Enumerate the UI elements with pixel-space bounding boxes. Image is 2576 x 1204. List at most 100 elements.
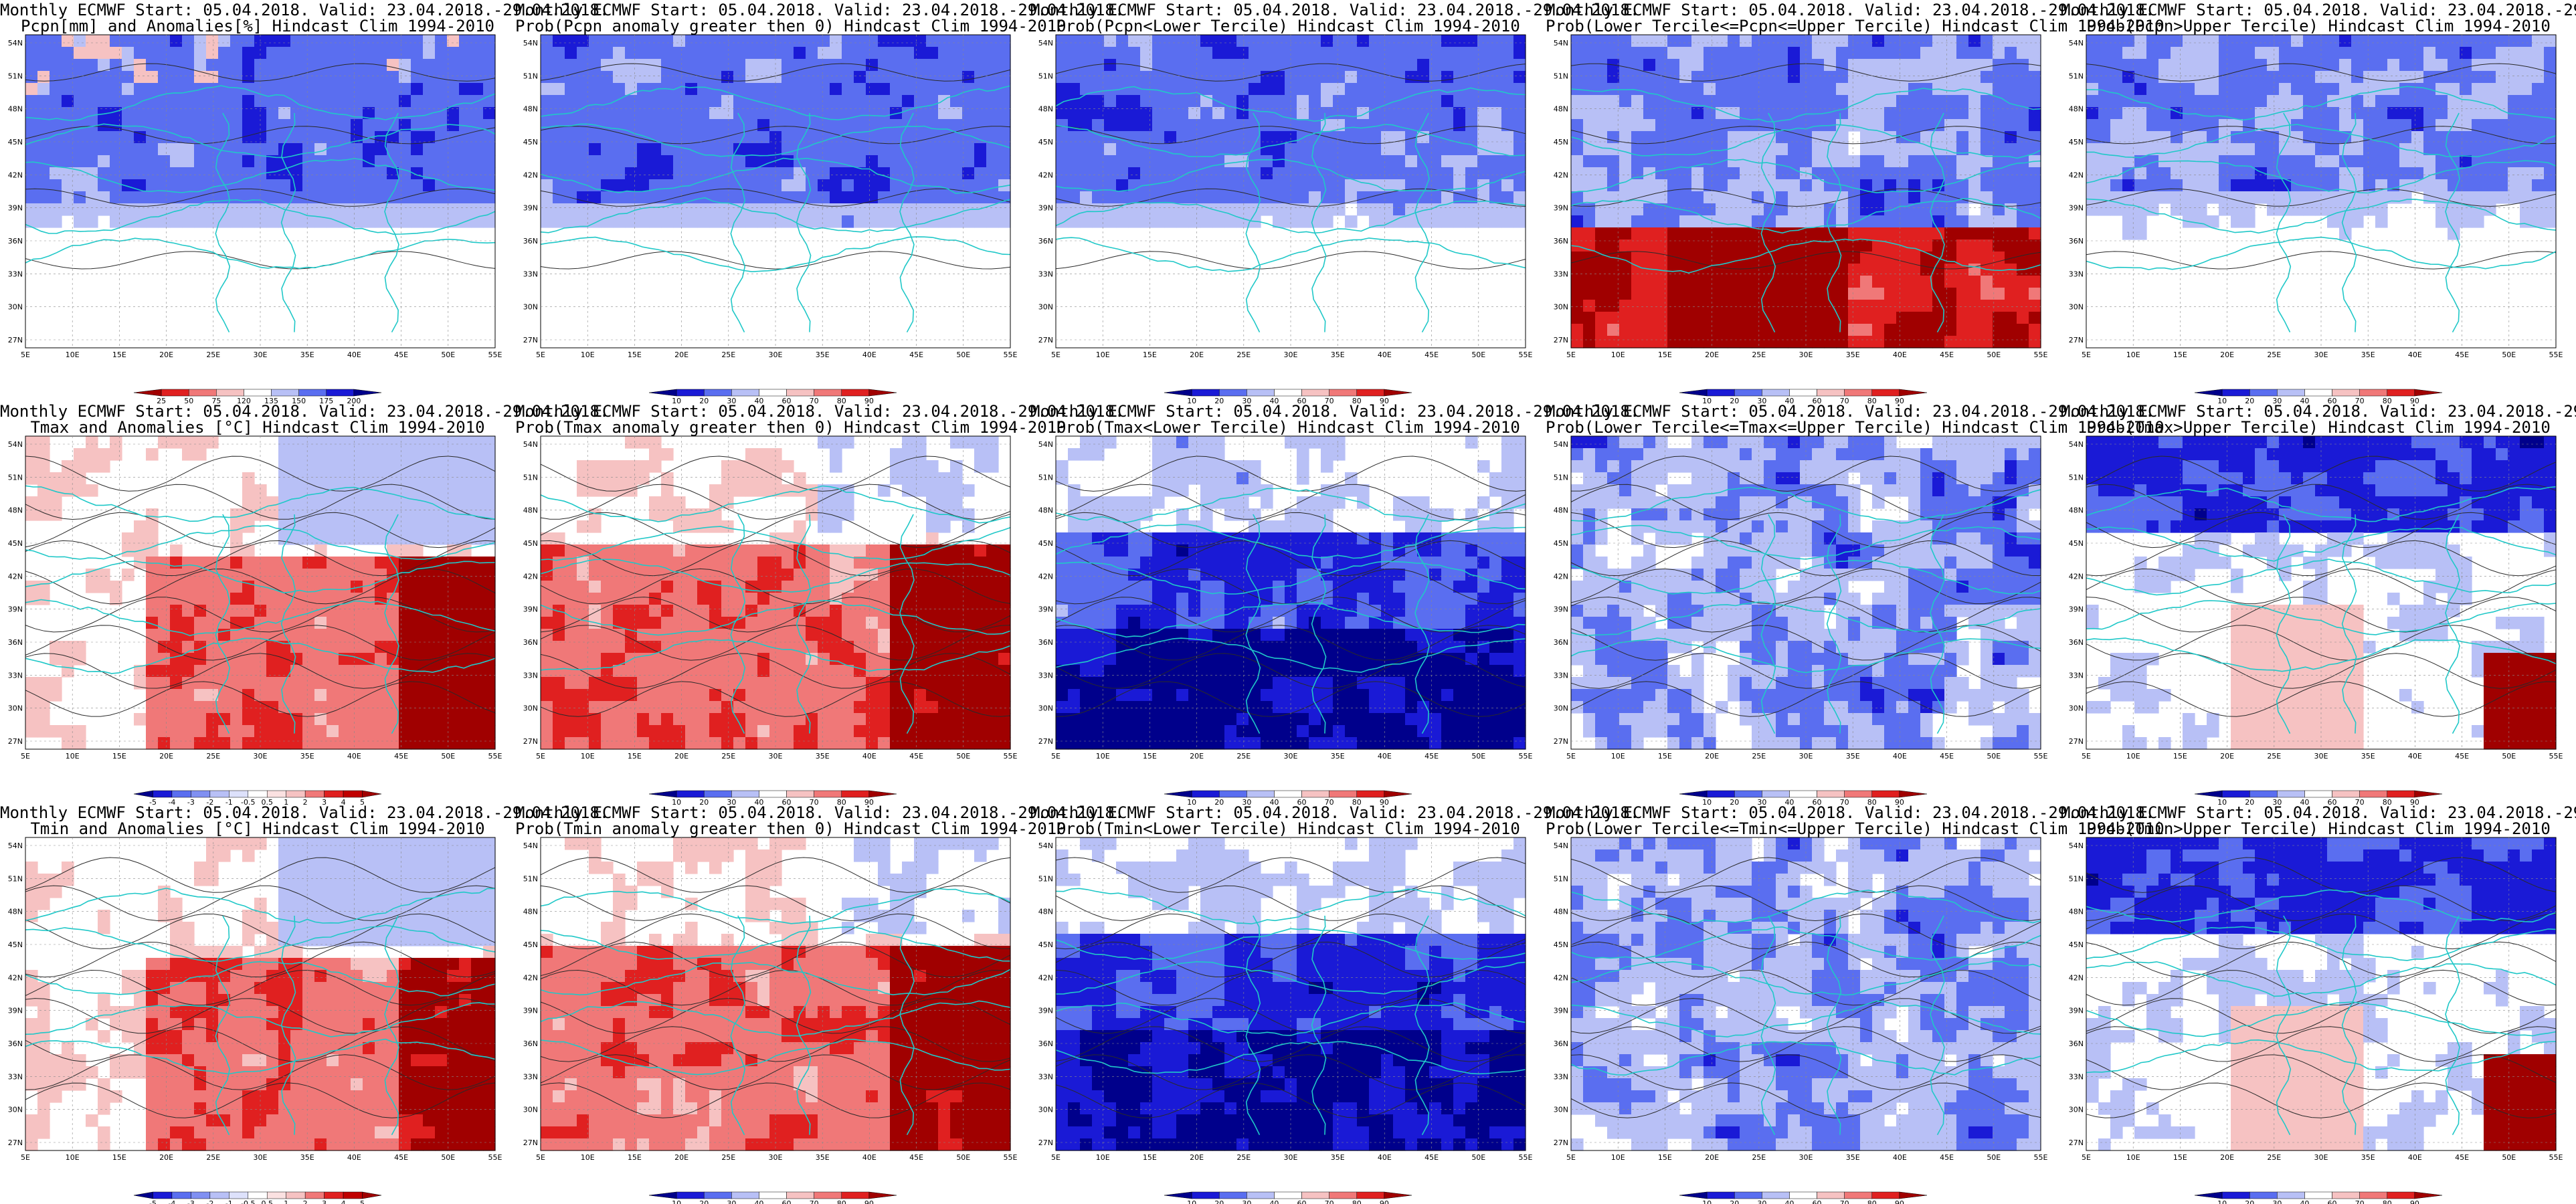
- graticule: [1056, 35, 1526, 348]
- panel-title-line2: Prob(Tmin<Lower Tercile) Hindcast Clim 1…: [1056, 819, 1520, 838]
- lon-tick-label: 20E: [159, 1153, 173, 1162]
- lat-tick-label: 51N: [8, 874, 23, 883]
- lon-tick-label: 30E: [1284, 752, 1298, 761]
- colorbar-label: 20: [699, 397, 709, 405]
- panel-title-line1: Monthly ECMWF Start: 05.04.2018. Valid: …: [1546, 402, 2155, 421]
- lon-tick-label: 25E: [2267, 752, 2281, 761]
- lon-tick-label: 15E: [1658, 1153, 1672, 1162]
- colorbar-label: 70: [1840, 397, 1849, 405]
- colorbar-label: 60: [2328, 397, 2337, 405]
- colorbar-label: 10: [1702, 798, 1712, 807]
- lon-tick-label: 45E: [909, 752, 923, 761]
- colorbar-label: 70: [2355, 798, 2365, 807]
- lon-tick-label: 45E: [1424, 350, 1439, 359]
- colorbar-label: 80: [837, 1199, 846, 1204]
- lon-tick-label: 45E: [2455, 350, 2469, 359]
- colorbar-label: 80: [1352, 798, 1362, 807]
- map-panel-pcpn-prob-upper: 5E 10E 15E 20E 25E 30E 35E 40E 45E 50E 55E 54N 51N 48…: [2061, 0, 2576, 405]
- lon-tick-label: 40E: [1893, 1153, 1907, 1162]
- lon-tick-label: 25E: [1236, 1153, 1251, 1162]
- lon-tick-label: 30E: [1799, 752, 1813, 761]
- colorbar-label: 70: [1840, 1199, 1849, 1204]
- colorbar-label: 80: [1867, 1199, 1877, 1204]
- colorbar-label: -4: [168, 1199, 175, 1204]
- map-panel-pcpn-anom: 5E 10E 15E 20E 25E 30E 35E 40E 45E 50E 55E 54N 51N 48…: [0, 0, 609, 405]
- lat-tick-label: 45N: [1038, 138, 1053, 146]
- lat-tick-label: 27N: [8, 336, 23, 344]
- lat-tick-label: 39N: [1554, 204, 1568, 213]
- panel-title-line1: Monthly ECMWF Start: 05.04.2018. Valid: …: [1030, 402, 1640, 421]
- map-plot: 5E 10E 15E 20E 25E 30E 35E 40E 45E 50E 55E 54N 51N 48…: [1038, 34, 1533, 405]
- lon-tick-label: 40E: [1378, 1153, 1392, 1162]
- lon-tick-label: 5E: [536, 350, 545, 359]
- coastlines: [25, 85, 496, 332]
- lat-tick-label: 33N: [1554, 671, 1568, 680]
- lon-tick-label: 30E: [2314, 752, 2328, 761]
- lat-tick-label: 39N: [2069, 1007, 2084, 1015]
- lat-tick-label: 54N: [2069, 39, 2084, 47]
- lat-tick-label: 27N: [1038, 336, 1053, 344]
- colorbar-label: 30: [2272, 1199, 2282, 1204]
- colorbar-label: 30: [1242, 1199, 1251, 1204]
- colorbar-label: 40: [1269, 798, 1279, 807]
- lon-tick-label: 55E: [1004, 350, 1018, 359]
- map-panel-pcpn-prob-pos: 5E 10E 15E 20E 25E 30E 35E 40E 45E 50E 55E 54N 51N 48…: [515, 0, 1124, 405]
- lon-tick-label: 15E: [1143, 1153, 1157, 1162]
- panel-title-line1: Monthly ECMWF Start: 05.04.2018. Valid: …: [2061, 402, 2576, 421]
- lat-tick-label: 39N: [523, 204, 538, 213]
- lon-tick-label: 45E: [1940, 1153, 1954, 1162]
- map-panel-tmax-prob-upper: 5E 10E 15E 20E 25E 30E 35E 40E 45E 50E 55E 54N 51N 48…: [2061, 401, 2576, 807]
- lat-tick-label: 48N: [8, 908, 23, 916]
- colorbar-label: 0.5: [261, 798, 273, 807]
- lon-tick-label: 30E: [254, 752, 268, 761]
- coastlines: [1055, 488, 1526, 734]
- lat-tick-label: 45N: [2069, 138, 2084, 146]
- panel-title-line1: Monthly ECMWF Start: 05.04.2018. Valid: …: [515, 402, 1125, 421]
- colorbar-label: -4: [168, 798, 175, 807]
- graticule: [25, 35, 495, 348]
- lon-tick-label: 40E: [2408, 1153, 2422, 1162]
- lon-tick-label: 55E: [2034, 752, 2048, 761]
- lat-tick-label: 39N: [8, 204, 23, 213]
- lon-tick-label: 40E: [2408, 752, 2422, 761]
- lon-tick-label: 10E: [1096, 1153, 1110, 1162]
- map-plot: 5E 10E 15E 20E 25E 30E 35E 40E 45E 50E 55E 54N 51N 48…: [1554, 435, 2048, 807]
- colorbar-label: 90: [1380, 798, 1389, 807]
- colorbar-label: 30: [727, 1199, 736, 1204]
- colorbar-label: 60: [1297, 397, 1307, 405]
- colorbar-label: 90: [1380, 1199, 1389, 1204]
- lon-tick-label: 50E: [956, 350, 970, 359]
- lon-tick-label: 15E: [112, 752, 126, 761]
- colorbar: 10 20 30 40 60 70 80 90: [648, 790, 897, 807]
- lon-tick-label: 35E: [1846, 350, 1860, 359]
- lat-tick-label: 54N: [2069, 440, 2084, 449]
- colorbar-label: 1: [284, 798, 288, 807]
- lon-tick-label: 45E: [1424, 752, 1439, 761]
- lat-tick-label: 27N: [2069, 336, 2084, 344]
- lon-tick-label: 35E: [1846, 1153, 1860, 1162]
- lon-tick-label: 45E: [394, 1153, 408, 1162]
- lat-tick-label: 36N: [8, 237, 23, 245]
- lon-tick-label: 25E: [206, 350, 220, 359]
- lat-tick-label: 27N: [523, 1138, 538, 1147]
- lon-tick-label: 40E: [347, 350, 361, 359]
- lon-tick-label: 35E: [1331, 350, 1345, 359]
- lat-tick-label: 33N: [1554, 270, 1568, 278]
- lon-tick-label: 5E: [536, 752, 545, 761]
- coastlines: [1055, 86, 1526, 332]
- lat-tick-label: 45N: [1554, 138, 1568, 146]
- lat-tick-label: 39N: [523, 1007, 538, 1015]
- field-shading: [1571, 35, 2041, 348]
- colorbar-label: 90: [2410, 1199, 2419, 1204]
- lon-tick-label: 10E: [581, 752, 595, 761]
- lat-tick-label: 48N: [1554, 908, 1568, 916]
- lat-tick-label: 36N: [1554, 237, 1568, 245]
- colorbar-label: 70: [1325, 397, 1334, 405]
- lat-tick-label: 54N: [2069, 841, 2084, 850]
- colorbar-label: 30: [1757, 1199, 1766, 1204]
- panel-title-line2: Prob(Pcpn<Lower Tercile) Hindcast Clim 1…: [1056, 17, 1520, 35]
- lon-tick-label: 20E: [674, 1153, 688, 1162]
- colorbar: 10 20 30 40 60 70 80 90: [1679, 389, 1928, 405]
- lat-tick-label: 33N: [523, 1072, 538, 1081]
- lat-tick-label: 36N: [1554, 1039, 1568, 1048]
